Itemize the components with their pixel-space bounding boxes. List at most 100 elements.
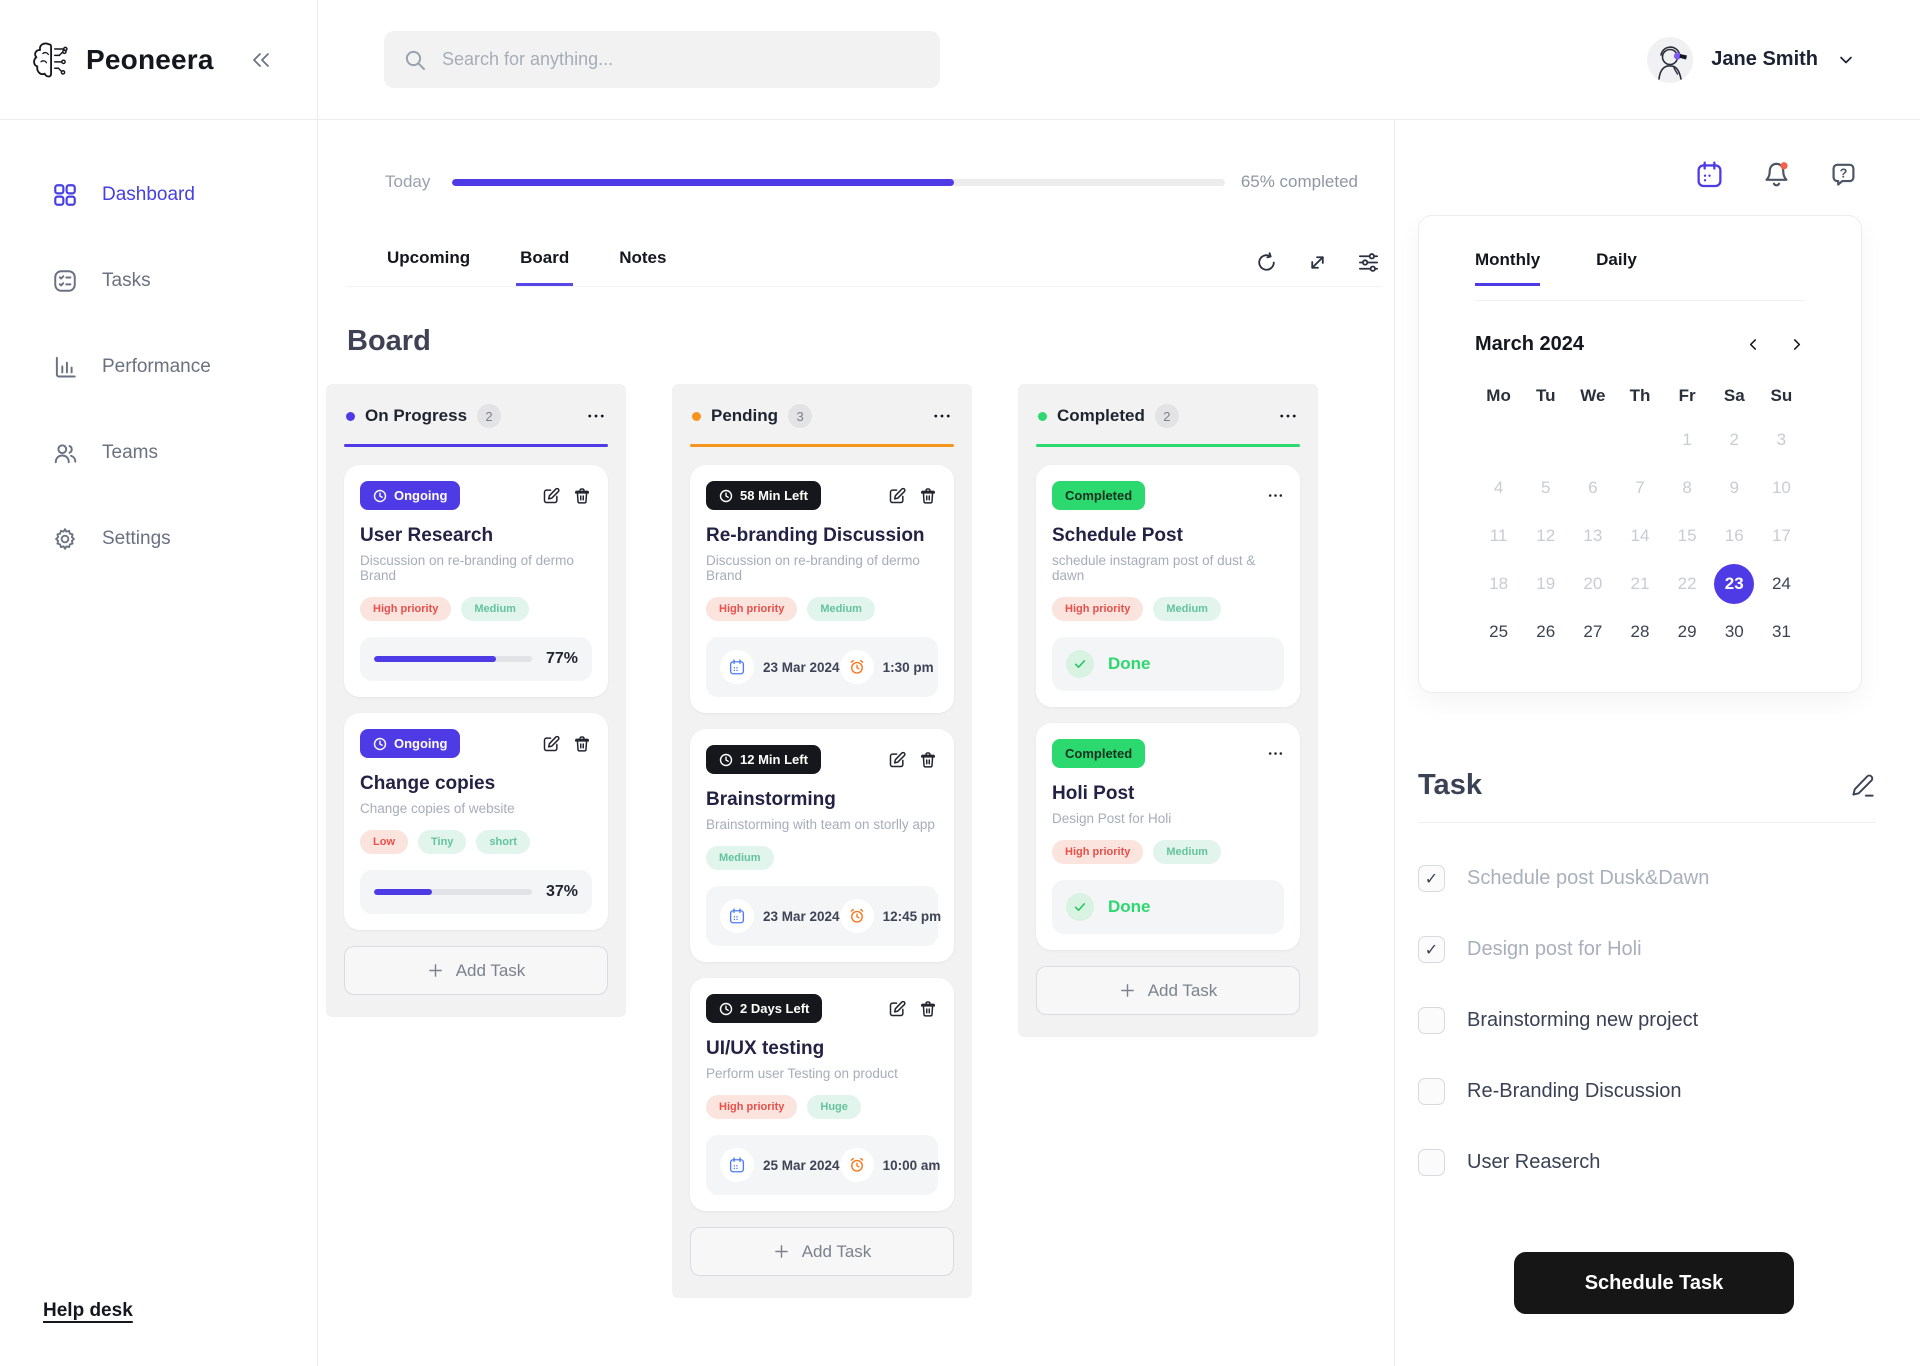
search-input[interactable] xyxy=(442,49,924,70)
plus-icon xyxy=(773,1243,790,1260)
help-icon[interactable]: ? xyxy=(1829,160,1858,189)
filter-sliders-icon[interactable] xyxy=(1357,251,1380,274)
task-card-uiux-testing[interactable]: 2 Days Left UI/UX testin xyxy=(690,978,954,1211)
card-title: Change copies xyxy=(360,773,496,794)
sidebar-item-performance[interactable]: Performance xyxy=(52,354,317,380)
user-menu[interactable]: Jane Smith xyxy=(1647,36,1856,83)
tab-upcoming[interactable]: Upcoming xyxy=(387,248,471,267)
search-bar[interactable] xyxy=(384,31,940,88)
day-cell[interactable]: 22 xyxy=(1677,574,1697,593)
trash-icon[interactable] xyxy=(918,486,938,506)
tab-board[interactable]: Board xyxy=(516,248,574,286)
card-description: Discussion on re-branding of dermo Brand xyxy=(706,553,920,583)
day-cell[interactable]: 10 xyxy=(1771,478,1791,497)
trash-icon[interactable] xyxy=(572,486,592,506)
task-card-schedule-post[interactable]: Completed Schedule Post schedule instagr… xyxy=(1036,465,1300,707)
day-cell[interactable]: 3 xyxy=(1776,430,1787,449)
column-more-icon[interactable] xyxy=(932,406,952,426)
day-cell[interactable]: 11 xyxy=(1489,526,1508,545)
progress-day-label: Today xyxy=(385,172,431,191)
expand-icon[interactable] xyxy=(1306,251,1329,274)
day-cell[interactable]: 9 xyxy=(1729,478,1739,497)
tab-daily[interactable]: Daily xyxy=(1596,250,1637,269)
day-cell-selected[interactable]: 23 xyxy=(1714,564,1755,604)
day-cell[interactable]: 1 xyxy=(1682,430,1692,449)
column-more-icon[interactable] xyxy=(586,406,606,426)
edit-icon[interactable] xyxy=(887,999,907,1019)
column-more-icon[interactable] xyxy=(1278,406,1298,426)
day-cell[interactable]: 28 xyxy=(1630,622,1650,641)
day-cell[interactable]: 26 xyxy=(1536,622,1556,641)
trash-icon[interactable] xyxy=(918,750,938,770)
day-cell[interactable]: 4 xyxy=(1493,478,1504,497)
day-cell[interactable]: 2 xyxy=(1729,430,1739,449)
sidebar-item-tasks[interactable]: Tasks xyxy=(52,268,317,294)
day-cell[interactable]: 6 xyxy=(1588,478,1598,497)
day-cell[interactable]: 7 xyxy=(1635,478,1645,497)
edit-icon[interactable] xyxy=(541,734,561,754)
edit-pencil-icon[interactable] xyxy=(1849,772,1876,799)
trash-icon[interactable] xyxy=(918,999,938,1019)
add-task-button[interactable]: Add Task xyxy=(1036,966,1300,1015)
completed-pill: Completed xyxy=(1052,739,1146,768)
day-cell[interactable]: 8 xyxy=(1682,478,1692,497)
day-cell[interactable]: 31 xyxy=(1771,622,1791,641)
tasks-checklist-icon xyxy=(52,268,78,294)
day-cell[interactable]: 17 xyxy=(1771,526,1791,545)
day-cell[interactable]: 24 xyxy=(1771,574,1791,593)
task-panel: Task Schedule post Dusk&Dawn xyxy=(1418,769,1876,1176)
schedule-task-button[interactable]: Schedule Task xyxy=(1514,1252,1794,1314)
day-cell[interactable]: 25 xyxy=(1489,622,1509,641)
calendar-month-title: March 2024 xyxy=(1475,333,1584,355)
task-card-holi-post[interactable]: Completed Holi Post Design Post for Holi… xyxy=(1036,723,1300,950)
checkbox[interactable] xyxy=(1418,1078,1445,1105)
tab-notes[interactable]: Notes xyxy=(619,248,667,267)
task-card-change-copies[interactable]: Ongoing Change copies xyxy=(344,713,608,930)
task-card-rebranding[interactable]: 58 Min Left Re-branding xyxy=(690,465,954,713)
task-card-user-research[interactable]: Ongoing User Research xyxy=(344,465,608,697)
sidebar-item-settings[interactable]: Settings xyxy=(52,526,317,552)
day-cell[interactable]: 5 xyxy=(1540,478,1551,497)
day-cell[interactable]: 14 xyxy=(1630,526,1650,545)
help-desk-link[interactable]: Help desk xyxy=(43,1300,133,1321)
task-item: User Reaserch xyxy=(1418,1149,1876,1176)
checkbox[interactable] xyxy=(1418,1007,1445,1034)
day-cell[interactable]: 18 xyxy=(1489,574,1509,593)
card-date: 23 Mar 2024 xyxy=(763,908,840,924)
add-task-button[interactable]: Add Task xyxy=(344,946,608,995)
refresh-icon[interactable] xyxy=(1255,251,1278,274)
add-task-button[interactable]: Add Task xyxy=(690,1227,954,1276)
edit-icon[interactable] xyxy=(887,750,907,770)
day-cell[interactable]: 15 xyxy=(1677,526,1697,545)
card-progress-fill xyxy=(374,656,496,662)
day-cell[interactable]: 27 xyxy=(1583,622,1603,641)
calendar-divider xyxy=(1475,300,1805,301)
day-cell[interactable]: 20 xyxy=(1583,574,1603,593)
card-more-icon[interactable] xyxy=(1267,487,1284,504)
day-cell[interactable]: 30 xyxy=(1724,622,1744,641)
checkbox[interactable] xyxy=(1418,1149,1445,1176)
checkbox[interactable] xyxy=(1418,936,1445,963)
calendar-toggle-icon[interactable] xyxy=(1695,160,1724,189)
day-cell[interactable]: 29 xyxy=(1677,622,1697,641)
day-cell[interactable]: 13 xyxy=(1583,526,1603,545)
sidebar-item-label: Tasks xyxy=(102,270,151,291)
sidebar-item-dashboard[interactable]: Dashboard xyxy=(52,182,317,208)
edit-icon[interactable] xyxy=(541,486,561,506)
day-cell[interactable]: 12 xyxy=(1536,526,1556,545)
tab-monthly[interactable]: Monthly xyxy=(1475,250,1541,286)
card-more-icon[interactable] xyxy=(1267,745,1284,762)
prev-month-icon[interactable] xyxy=(1745,336,1762,353)
day-cell[interactable]: 21 xyxy=(1630,574,1650,593)
card-progress-percent: 37% xyxy=(545,883,578,900)
trash-icon[interactable] xyxy=(572,734,592,754)
task-card-brainstorming[interactable]: 12 Min Left Brainstormin xyxy=(690,729,954,962)
day-cell[interactable]: 16 xyxy=(1724,526,1744,545)
notifications-bell-icon[interactable] xyxy=(1762,160,1791,189)
day-cell[interactable]: 19 xyxy=(1536,574,1556,593)
sidebar-item-teams[interactable]: Teams xyxy=(52,440,317,466)
checkbox[interactable] xyxy=(1418,865,1445,892)
next-month-icon[interactable] xyxy=(1788,336,1805,353)
sidebar-collapse-icon[interactable] xyxy=(249,48,273,72)
edit-icon[interactable] xyxy=(887,486,907,506)
